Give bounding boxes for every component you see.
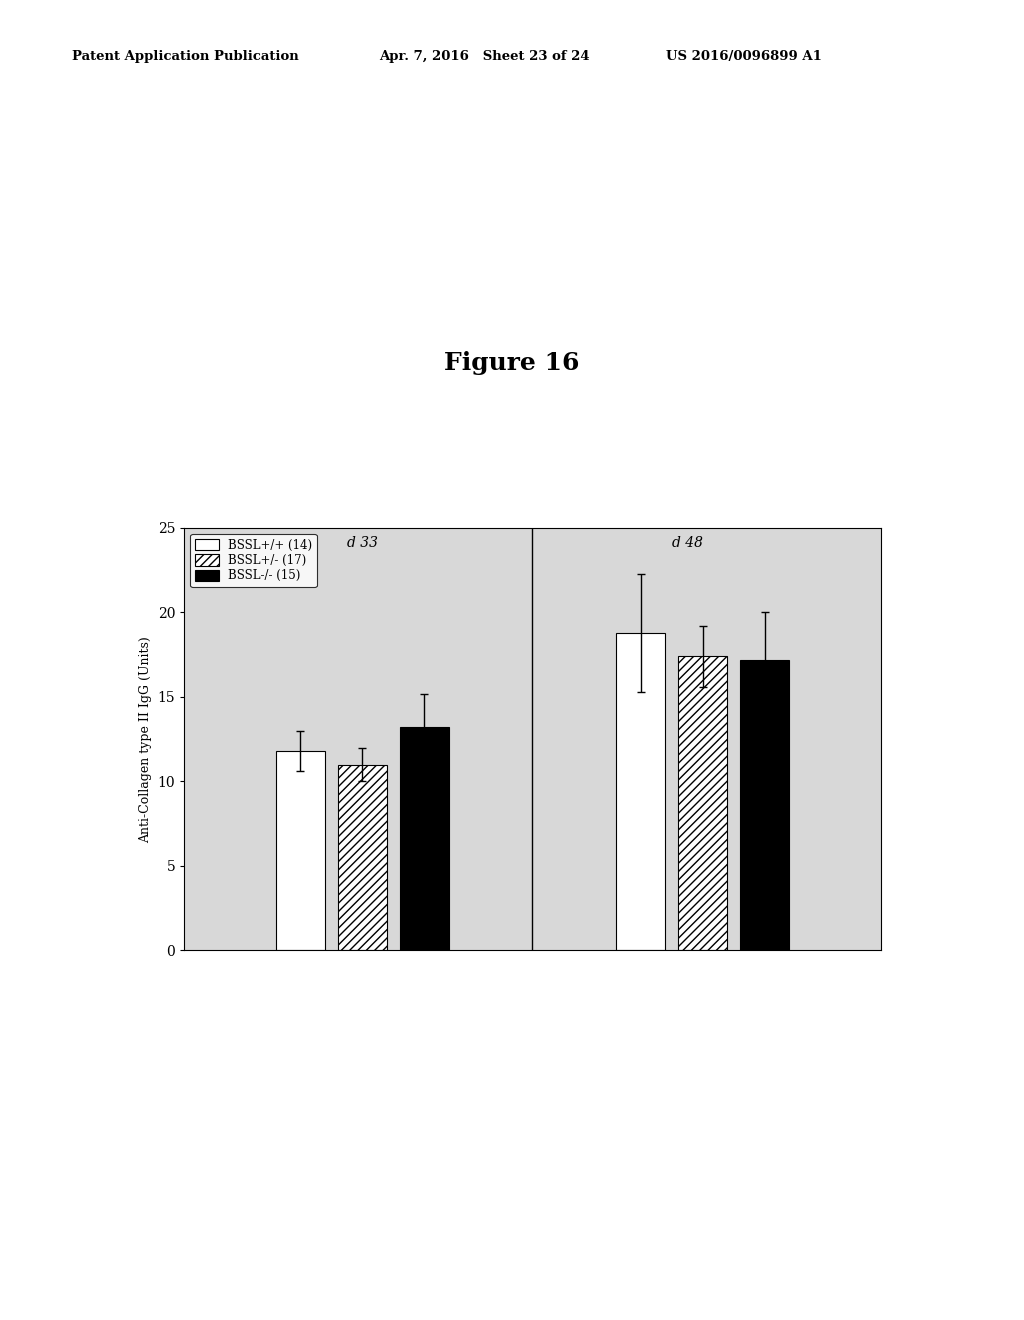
Text: d 48: d 48 <box>672 536 702 550</box>
Legend: BSSL+/+ (14), BSSL+/- (17), BSSL-/- (15): BSSL+/+ (14), BSSL+/- (17), BSSL-/- (15) <box>190 533 316 587</box>
Text: US 2016/0096899 A1: US 2016/0096899 A1 <box>666 50 821 63</box>
Bar <box>678 656 727 950</box>
Y-axis label: Anti-Collagen type II IgG (Units): Anti-Collagen type II IgG (Units) <box>139 636 153 842</box>
Bar <box>616 632 666 950</box>
Bar <box>740 660 788 950</box>
Text: d 33: d 33 <box>347 536 378 550</box>
Bar <box>399 727 449 950</box>
Text: Figure 16: Figure 16 <box>444 351 580 375</box>
Bar <box>338 764 387 950</box>
Text: Patent Application Publication: Patent Application Publication <box>72 50 298 63</box>
Bar <box>276 751 325 950</box>
Text: Apr. 7, 2016   Sheet 23 of 24: Apr. 7, 2016 Sheet 23 of 24 <box>379 50 590 63</box>
